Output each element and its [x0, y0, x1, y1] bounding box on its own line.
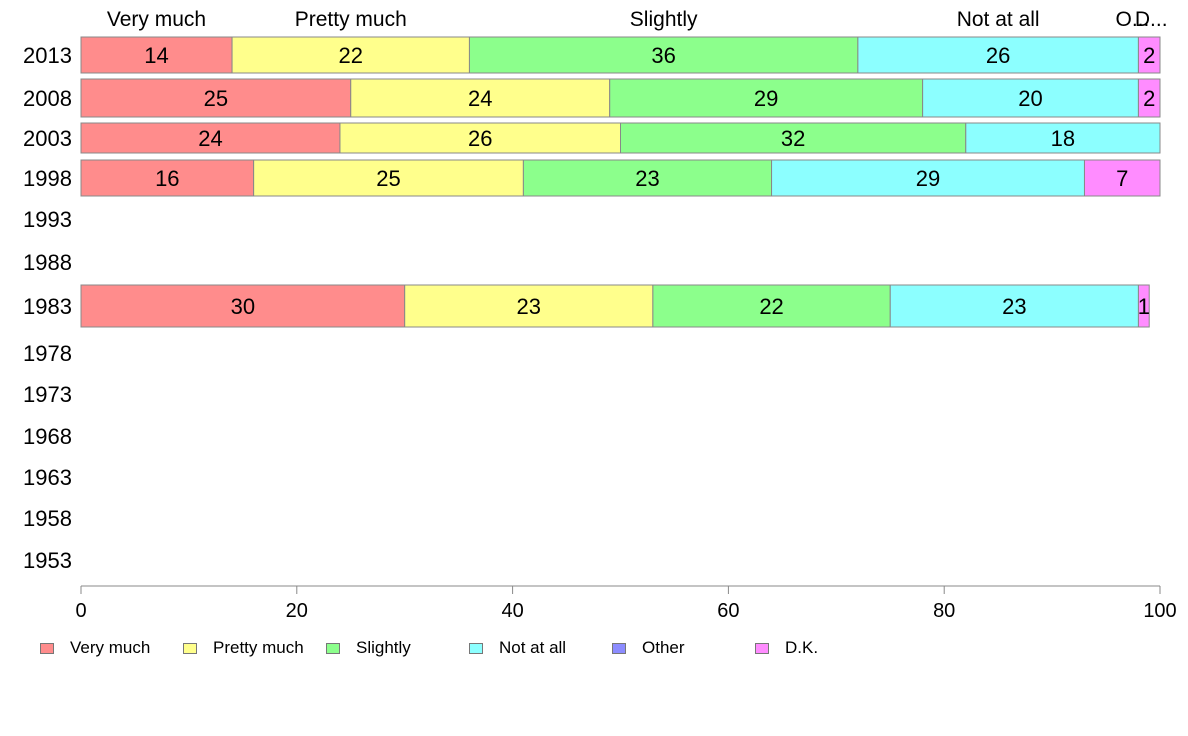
data-label-2013-very-much: 14	[144, 43, 168, 68]
bar-1983-pretty-much	[404, 284, 654, 328]
bar-1983-very-much	[80, 284, 406, 328]
legend-swatch-not-at-all	[469, 642, 483, 654]
data-label-1983-slightly: 22	[759, 294, 783, 319]
bar-2008-pretty-much	[350, 78, 611, 118]
y-tick-label-1988: 1988	[23, 250, 72, 275]
data-label-1998-slightly: 23	[635, 166, 659, 191]
y-tick-label-1978: 1978	[23, 341, 72, 366]
legend-item-d-k: D.K.	[755, 638, 818, 658]
data-label-2003-not-at-all: 18	[1051, 126, 1075, 151]
y-tick-label-1998: 1998	[23, 166, 72, 191]
data-label-2003-pretty-much: 26	[468, 126, 492, 151]
bar-1983-not-at-all	[889, 284, 1139, 328]
y-tick-label-1953: 1953	[23, 548, 72, 573]
data-label-2013-pretty-much: 22	[339, 43, 363, 68]
legend-item-other: Other	[612, 638, 685, 658]
legend-label-not-at-all: Not at all	[499, 638, 567, 657]
bar-2013-d-k	[1137, 36, 1161, 74]
bar-2003-pretty-much	[339, 122, 621, 154]
data-label-1983-pretty-much: 23	[517, 294, 541, 319]
bar-2008-slightly	[609, 78, 924, 118]
header-label-slightly: Slightly	[630, 8, 698, 31]
x-tick-label-100: 100	[1143, 600, 1176, 622]
data-label-2008-d-k: 2	[1143, 86, 1155, 111]
legend-label-pretty-much: Pretty much	[213, 638, 304, 657]
legend-item-not-at-all: Not at all	[469, 638, 566, 658]
bar-2008-very-much	[80, 78, 352, 118]
header-label-not-at-all: Not at all	[957, 8, 1040, 31]
y-tick-label-1973: 1973	[23, 382, 72, 407]
y-tick-label-1983: 1983	[23, 294, 72, 319]
y-tick-label-1963: 1963	[23, 465, 72, 490]
data-label-2003-very-much: 24	[198, 126, 222, 151]
data-label-1983-not-at-all: 23	[1002, 294, 1026, 319]
bar-2008-d-k	[1137, 78, 1161, 118]
bar-1998-pretty-much	[253, 159, 524, 197]
data-label-1998-pretty-much: 25	[376, 166, 400, 191]
header-label-d-k: D...	[1135, 8, 1168, 31]
legend-item-slightly: Slightly	[326, 638, 411, 658]
data-label-2008-slightly: 29	[754, 86, 778, 111]
data-label-2013-d-k: 2	[1143, 43, 1155, 68]
legend-label-slightly: Slightly	[356, 638, 411, 657]
y-tick-label-2008: 2008	[23, 86, 72, 111]
bar-1998-d-k	[1083, 159, 1161, 197]
data-label-2008-pretty-much: 24	[468, 86, 492, 111]
x-tick-label-20: 20	[286, 600, 308, 622]
bar-2013-pretty-much	[231, 36, 470, 74]
legend: Very much Pretty much Slightly Not at all Ot…	[40, 638, 1140, 662]
legend-label-very-much: Very much	[70, 638, 151, 657]
legend-item-pretty-much: Pretty much	[183, 638, 304, 658]
bar-2003-slightly	[620, 122, 967, 154]
legend-swatch-other	[612, 642, 626, 654]
bar-2008-not-at-all	[922, 78, 1139, 118]
bar-1998-slightly	[522, 159, 773, 197]
legend-item-very-much: Very much	[40, 638, 150, 658]
x-tick-label-80: 80	[933, 600, 955, 622]
legend-swatch-pretty-much	[183, 642, 197, 654]
bar-1983-d-k	[1137, 284, 1150, 328]
data-label-1983-very-much: 30	[231, 294, 255, 319]
legend-swatch-very-much	[40, 642, 54, 654]
data-label-1998-d-k: 7	[1116, 166, 1128, 191]
data-label-1998-very-much: 16	[155, 166, 179, 191]
y-tick-label-1968: 1968	[23, 424, 72, 449]
header-label-pretty-much: Pretty much	[295, 8, 407, 31]
legend-swatch-d-k	[755, 642, 769, 654]
y-tick-label-2003: 2003	[23, 126, 72, 151]
data-label-2013-slightly: 36	[651, 43, 675, 68]
bar-2003-not-at-all	[965, 122, 1161, 154]
data-label-2008-not-at-all: 20	[1018, 86, 1042, 111]
y-tick-label-1958: 1958	[23, 506, 72, 531]
y-tick-label-2013: 2013	[23, 43, 72, 68]
legend-label-other: Other	[642, 638, 685, 657]
x-tick-label-40: 40	[501, 600, 523, 622]
header-label-other: O...	[1115, 8, 1149, 31]
y-tick-label-1993: 1993	[23, 207, 72, 232]
x-tick-label-0: 0	[75, 600, 86, 622]
data-label-2008-very-much: 25	[204, 86, 228, 111]
data-label-2003-slightly: 32	[781, 126, 805, 151]
data-label-2013-not-at-all: 26	[986, 43, 1010, 68]
bar-1998-not-at-all	[771, 159, 1085, 197]
legend-label-d-k: D.K.	[785, 638, 819, 657]
header-label-very-much: Very much	[107, 8, 206, 31]
legend-swatch-slightly	[326, 642, 340, 654]
data-label-1983-d-k: 1	[1138, 294, 1150, 319]
bar-1998-very-much	[80, 159, 255, 197]
data-label-1998-not-at-all: 29	[916, 166, 940, 191]
x-tick-label-60: 60	[717, 600, 739, 622]
